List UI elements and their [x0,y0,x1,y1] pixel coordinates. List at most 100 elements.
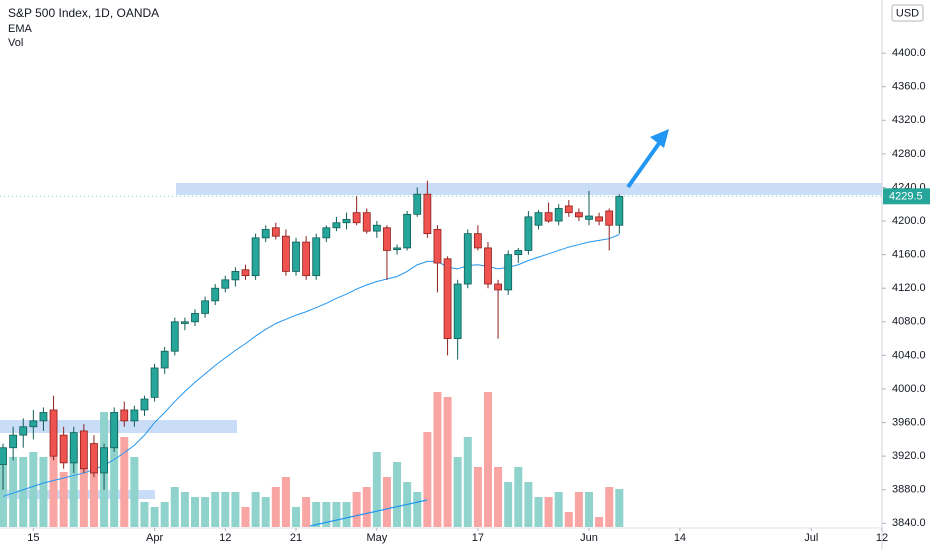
volume-bar [39,457,48,527]
volume-bar [89,472,98,527]
y-tick-label: 4320.0 [892,114,926,126]
candle-body [342,218,351,224]
volume-bar [372,452,381,527]
candle-body [362,212,371,232]
x-tick-label: 15 [27,532,39,544]
volume-bar [322,502,331,527]
volume-bar [19,457,28,527]
candle-body [433,229,442,264]
last-price-box [883,188,930,205]
y-tick-label: 4400.0 [892,47,926,59]
y-tick-label: 3960.0 [892,416,926,428]
y-tick-label: 4280.0 [892,148,926,160]
x-tick-label: 21 [290,532,302,544]
candle-body [0,447,7,465]
volume-bar [342,502,351,527]
resistance-zone[interactable] [176,183,882,195]
candle-body [69,432,78,464]
volume-bar [261,497,270,527]
y-tick-label: 3920.0 [892,450,926,462]
candle-body [473,233,482,249]
arrow-shaft[interactable] [626,140,662,189]
candle-body [9,434,18,449]
volume-bar [504,482,513,527]
volume-bar [362,487,371,527]
y-tick-label: 4120.0 [892,282,926,294]
candle-body [484,247,492,285]
volume-bar [241,507,250,527]
currency-box[interactable] [891,4,924,22]
x-tick-label: Apr [146,532,163,544]
candle-body [544,212,553,222]
volume-bar [433,392,442,527]
candle-body [605,210,614,226]
volume-bar [463,437,472,527]
candle-body [39,412,48,422]
candle-body [534,212,543,226]
volume-bar [564,512,573,527]
volume-bar [514,467,523,527]
volume-bar [180,492,189,527]
volume-bar [574,492,583,527]
y-tick-label: 4080.0 [892,316,926,328]
candle-body [292,241,300,272]
candle-body [59,434,68,464]
candle-body [110,412,119,449]
legend-title: S&P 500 Index, 1D, OANDA [8,6,159,20]
volume-bar [59,472,68,527]
candle-body [90,443,98,474]
volume-bar [302,497,311,527]
arrow-head[interactable] [650,129,669,148]
volume-bar [49,442,58,527]
candle-body [79,430,88,470]
candle-body [514,250,523,256]
volume-bar [231,492,240,527]
x-tick-label: 14 [674,532,686,544]
volume-bar [605,487,614,527]
volume-bar [332,502,341,527]
volume-bar [130,457,139,527]
candle-body [251,237,260,277]
volume-bar [9,457,18,527]
volume-bar [140,502,149,527]
trend-line[interactable] [309,499,428,527]
volume-bar [352,492,361,527]
candle-body [524,216,533,251]
candle-body [372,224,381,232]
volume-bar [292,507,301,527]
volume-bar [524,482,533,527]
candle-body [585,215,593,220]
volume-bar [393,462,402,527]
volume-bar [211,492,220,527]
candle-body [19,426,28,436]
volume-bar [312,502,321,527]
candle-body [413,193,422,215]
y-tick-label: 3880.0 [892,484,926,496]
candle-body [49,409,58,457]
x-tick-label: Jun [580,532,598,544]
candle-body [261,229,270,239]
volume-bar [494,467,503,527]
volume-bar [110,412,119,527]
volume-bar [69,447,78,527]
candle-body [282,235,290,272]
candle-body [453,283,462,339]
volume-bar [443,397,452,527]
volume-bar [120,437,129,527]
volume-bar [221,492,230,527]
candle-body [423,193,432,235]
y-tick-label: 4160.0 [892,249,926,261]
x-tick-label: 17 [472,532,484,544]
candle-body [504,254,513,291]
candle-body [201,300,209,314]
currency-label[interactable]: USD [896,7,919,19]
x-tick-label: 12 [219,532,231,544]
legend-volume: Vol [8,37,23,49]
support-zone[interactable] [0,420,237,433]
volume-bar [160,502,169,527]
volume-bar [79,467,88,527]
candle-body [271,227,280,237]
volume-bar [483,392,492,527]
